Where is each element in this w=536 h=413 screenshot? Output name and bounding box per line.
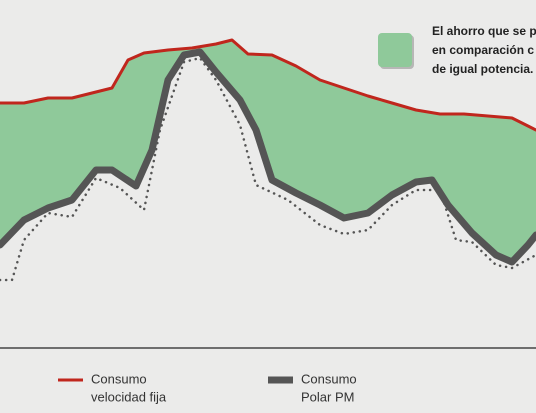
series-line — [0, 48, 536, 266]
legend-label: velocidad fija — [91, 389, 167, 404]
annotation: de igual potencia. — [432, 62, 533, 76]
series-line — [0, 38, 536, 132]
savings-area — [0, 40, 536, 262]
annotation: en comparación c — [432, 43, 534, 57]
legend-label: Consumo — [301, 371, 357, 386]
annotation: El ahorro que se p — [432, 24, 536, 38]
series-line — [0, 56, 536, 282]
savings-swatch — [378, 33, 412, 67]
legend-label: Consumo — [91, 371, 147, 386]
legend-label: Polar PM — [301, 389, 354, 404]
